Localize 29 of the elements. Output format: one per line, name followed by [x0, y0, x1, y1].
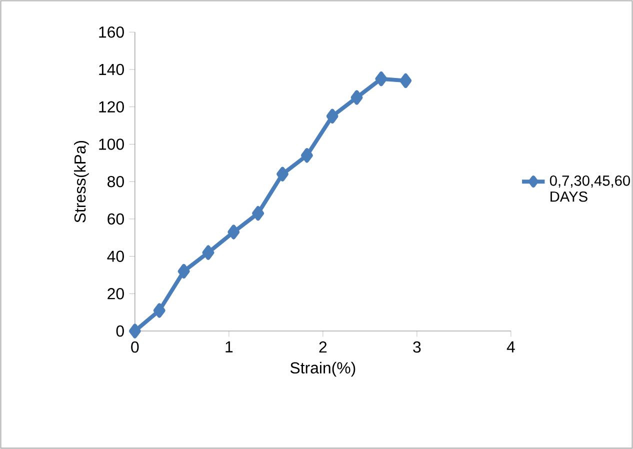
legend-label: 0,7,30,45,60 DAYS: [550, 176, 630, 202]
y-tick-label: 60: [108, 213, 124, 225]
y-tick-label: 160: [99, 26, 124, 38]
x-tick-label: 0: [131, 341, 139, 353]
y-tick-label: 140: [99, 64, 124, 76]
point: [400, 73, 412, 88]
y-tick-label: 20: [108, 288, 124, 300]
point: [202, 245, 214, 260]
point: [375, 72, 388, 86]
point: [300, 148, 313, 163]
point: [252, 206, 264, 221]
x-axis-title: Strain(%): [290, 362, 356, 377]
x-tick-label: 2: [319, 341, 327, 353]
y-axis-title: Stress(kPa): [74, 140, 89, 222]
point: [350, 90, 363, 105]
y-tick-label: 100: [99, 138, 124, 150]
y-tick-label: 80: [108, 176, 124, 188]
point: [326, 108, 338, 124]
y-tick-label: 40: [107, 250, 124, 262]
x-tick-label: 3: [413, 341, 421, 353]
x-tick-label: 4: [506, 341, 515, 352]
point: [153, 303, 166, 318]
y-tick-label: 0: [116, 325, 124, 337]
y-tick-label: 120: [99, 101, 124, 112]
point: [228, 224, 240, 240]
point: [178, 264, 190, 279]
point: [128, 324, 141, 338]
point: [276, 166, 288, 182]
x-tick-label: 1: [226, 341, 233, 352]
